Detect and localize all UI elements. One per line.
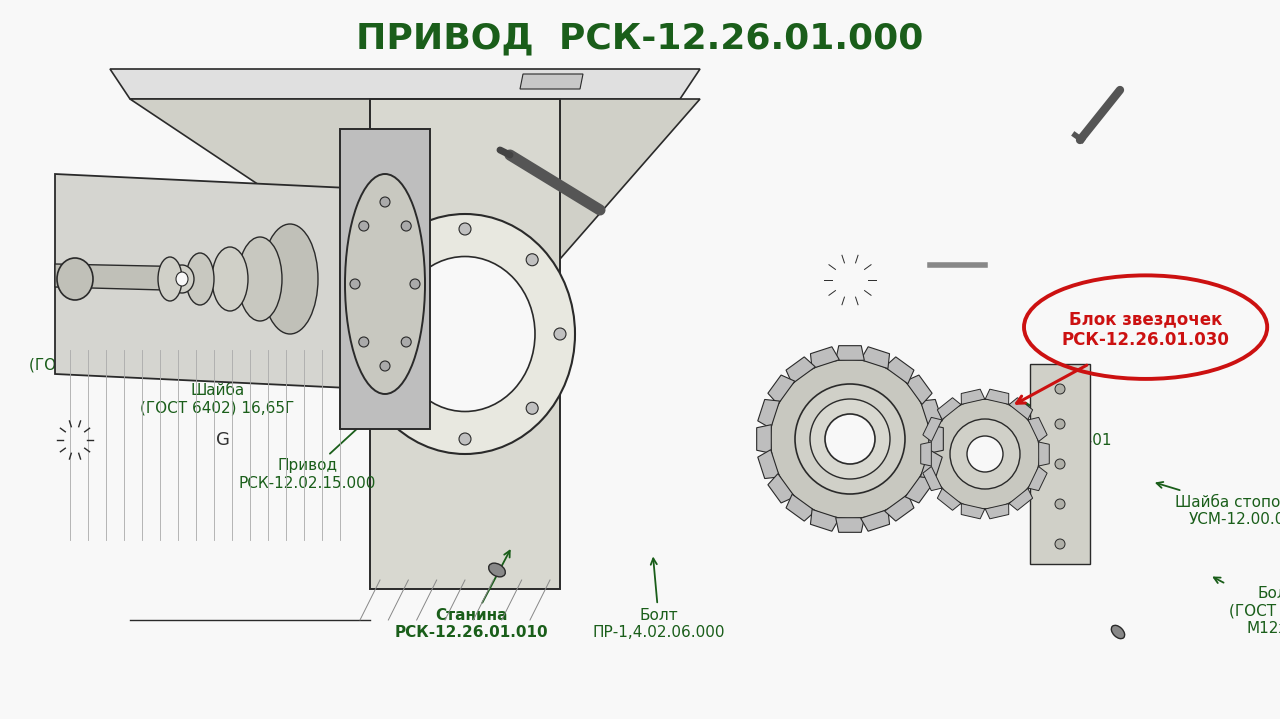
Circle shape [392,402,403,414]
Circle shape [950,419,1020,489]
Polygon shape [961,503,984,519]
Ellipse shape [1111,626,1125,638]
Ellipse shape [170,265,195,293]
Polygon shape [786,357,815,384]
Circle shape [392,254,403,266]
Circle shape [349,279,360,289]
Ellipse shape [186,253,214,305]
Circle shape [1055,459,1065,469]
Circle shape [358,337,369,347]
Polygon shape [756,425,772,453]
Circle shape [931,399,1039,509]
Circle shape [771,359,931,519]
Ellipse shape [212,247,248,311]
Polygon shape [1028,417,1047,441]
Polygon shape [520,74,582,89]
Text: Шайба
РСК-12.26.01.401: Шайба РСК-12.26.01.401 [974,403,1112,448]
Circle shape [401,337,411,347]
Circle shape [810,399,890,479]
Ellipse shape [355,214,575,454]
Circle shape [966,436,1004,472]
Polygon shape [55,174,370,389]
Polygon shape [758,449,780,479]
Polygon shape [1030,364,1091,564]
Polygon shape [937,488,961,510]
Circle shape [364,328,376,340]
Ellipse shape [157,257,182,301]
Polygon shape [923,467,942,490]
Text: Гайка
(ГОСТ 5915) М16: Гайка (ГОСТ 5915) М16 [29,322,193,372]
Polygon shape [905,474,932,503]
Polygon shape [860,510,890,531]
Polygon shape [860,347,890,369]
Polygon shape [1028,467,1047,490]
Circle shape [460,433,471,445]
Ellipse shape [396,257,535,411]
Ellipse shape [489,563,506,577]
Polygon shape [836,518,864,532]
Ellipse shape [346,174,425,394]
Ellipse shape [177,272,188,286]
Circle shape [526,402,538,414]
Polygon shape [884,357,914,384]
Polygon shape [768,375,795,404]
Text: Привод
РСК-12.02.15.000: Привод РСК-12.02.15.000 [238,413,376,491]
Circle shape [526,254,538,266]
Polygon shape [561,99,700,259]
Polygon shape [370,99,561,589]
Circle shape [460,223,471,235]
Polygon shape [836,346,864,360]
Polygon shape [340,129,430,429]
Polygon shape [55,264,200,291]
Polygon shape [1009,488,1033,510]
Polygon shape [961,389,984,404]
Polygon shape [923,417,942,441]
Polygon shape [884,494,914,521]
Polygon shape [1009,398,1033,419]
Ellipse shape [262,224,317,334]
Text: Болт
ПР-1,4.02.06.000: Болт ПР-1,4.02.06.000 [593,559,726,641]
Circle shape [410,279,420,289]
Circle shape [380,197,390,207]
Circle shape [401,221,411,231]
Polygon shape [929,425,943,453]
Polygon shape [986,389,1009,404]
Polygon shape [786,494,815,521]
Polygon shape [920,442,932,466]
Polygon shape [758,400,780,429]
Polygon shape [920,449,942,479]
Text: Станина
РСК-12.26.01.010: Станина РСК-12.26.01.010 [394,551,548,641]
Circle shape [1055,419,1065,429]
Circle shape [554,328,566,340]
Polygon shape [810,510,840,531]
Text: ПРИВОД  РСК-12.26.01.000: ПРИВОД РСК-12.26.01.000 [356,21,924,55]
Polygon shape [131,99,370,259]
Text: G: G [216,431,230,449]
Polygon shape [920,400,942,429]
Polygon shape [768,474,795,503]
Text: Болт
(ГОСТ 7798)
М12х25: Болт (ГОСТ 7798) М12х25 [1213,577,1280,636]
Circle shape [1055,499,1065,509]
Circle shape [795,384,905,494]
Text: Блок звездочек
РСК-12.26.01.030: Блок звездочек РСК-12.26.01.030 [1061,310,1230,349]
Circle shape [1055,539,1065,549]
Polygon shape [937,398,961,419]
Text: Шайба
(ГОСТ 6402) 16,65Г: Шайба (ГОСТ 6402) 16,65Г [141,346,294,416]
Polygon shape [986,503,1009,519]
Text: Шайба стопорная
УСМ-12.00.035: Шайба стопорная УСМ-12.00.035 [1157,482,1280,527]
Circle shape [380,361,390,371]
Circle shape [826,414,876,464]
Polygon shape [110,69,700,99]
Ellipse shape [58,258,93,300]
Polygon shape [810,347,840,369]
Ellipse shape [340,182,399,382]
Ellipse shape [238,237,282,321]
Circle shape [1055,384,1065,394]
Circle shape [358,221,369,231]
Polygon shape [905,375,932,404]
Polygon shape [1038,442,1050,466]
